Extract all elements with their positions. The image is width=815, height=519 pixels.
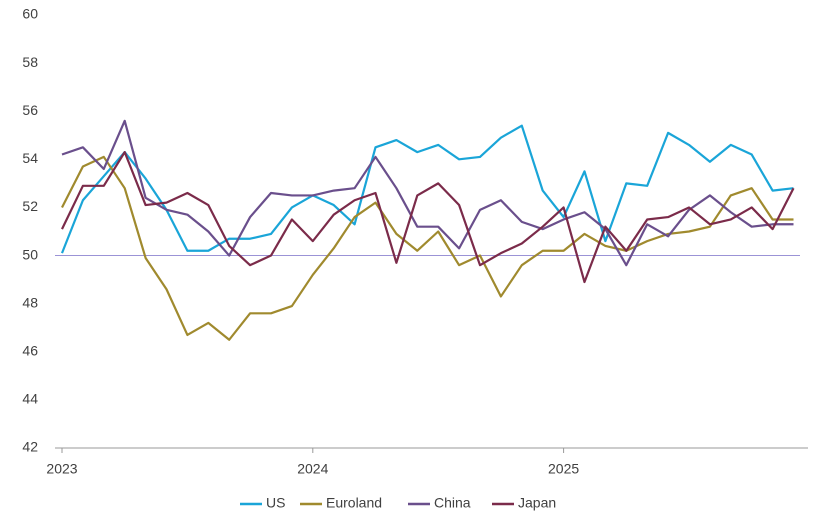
x-tick-label: 2025 <box>548 461 579 477</box>
y-tick-label: 60 <box>22 6 38 22</box>
legend-label: Japan <box>518 495 556 511</box>
legend-label: China <box>434 495 471 511</box>
series-line <box>61 119 794 267</box>
series-line <box>61 155 794 341</box>
legend-label: Euroland <box>326 495 382 511</box>
y-tick-label: 54 <box>22 150 38 166</box>
y-tick-label: 50 <box>22 246 38 262</box>
series-line <box>61 151 795 284</box>
y-tick-label: 52 <box>22 198 38 214</box>
y-tick-label: 44 <box>22 391 38 407</box>
y-tick-label: 48 <box>22 294 38 310</box>
x-tick-label: 2023 <box>46 461 77 477</box>
series-line <box>60 124 794 254</box>
y-tick-label: 58 <box>22 54 38 70</box>
legend-label: US <box>266 495 285 511</box>
y-tick-label: 56 <box>22 102 38 118</box>
y-tick-label: 42 <box>22 439 38 455</box>
x-tick-label: 2024 <box>297 461 328 477</box>
y-tick-label: 46 <box>22 342 38 358</box>
